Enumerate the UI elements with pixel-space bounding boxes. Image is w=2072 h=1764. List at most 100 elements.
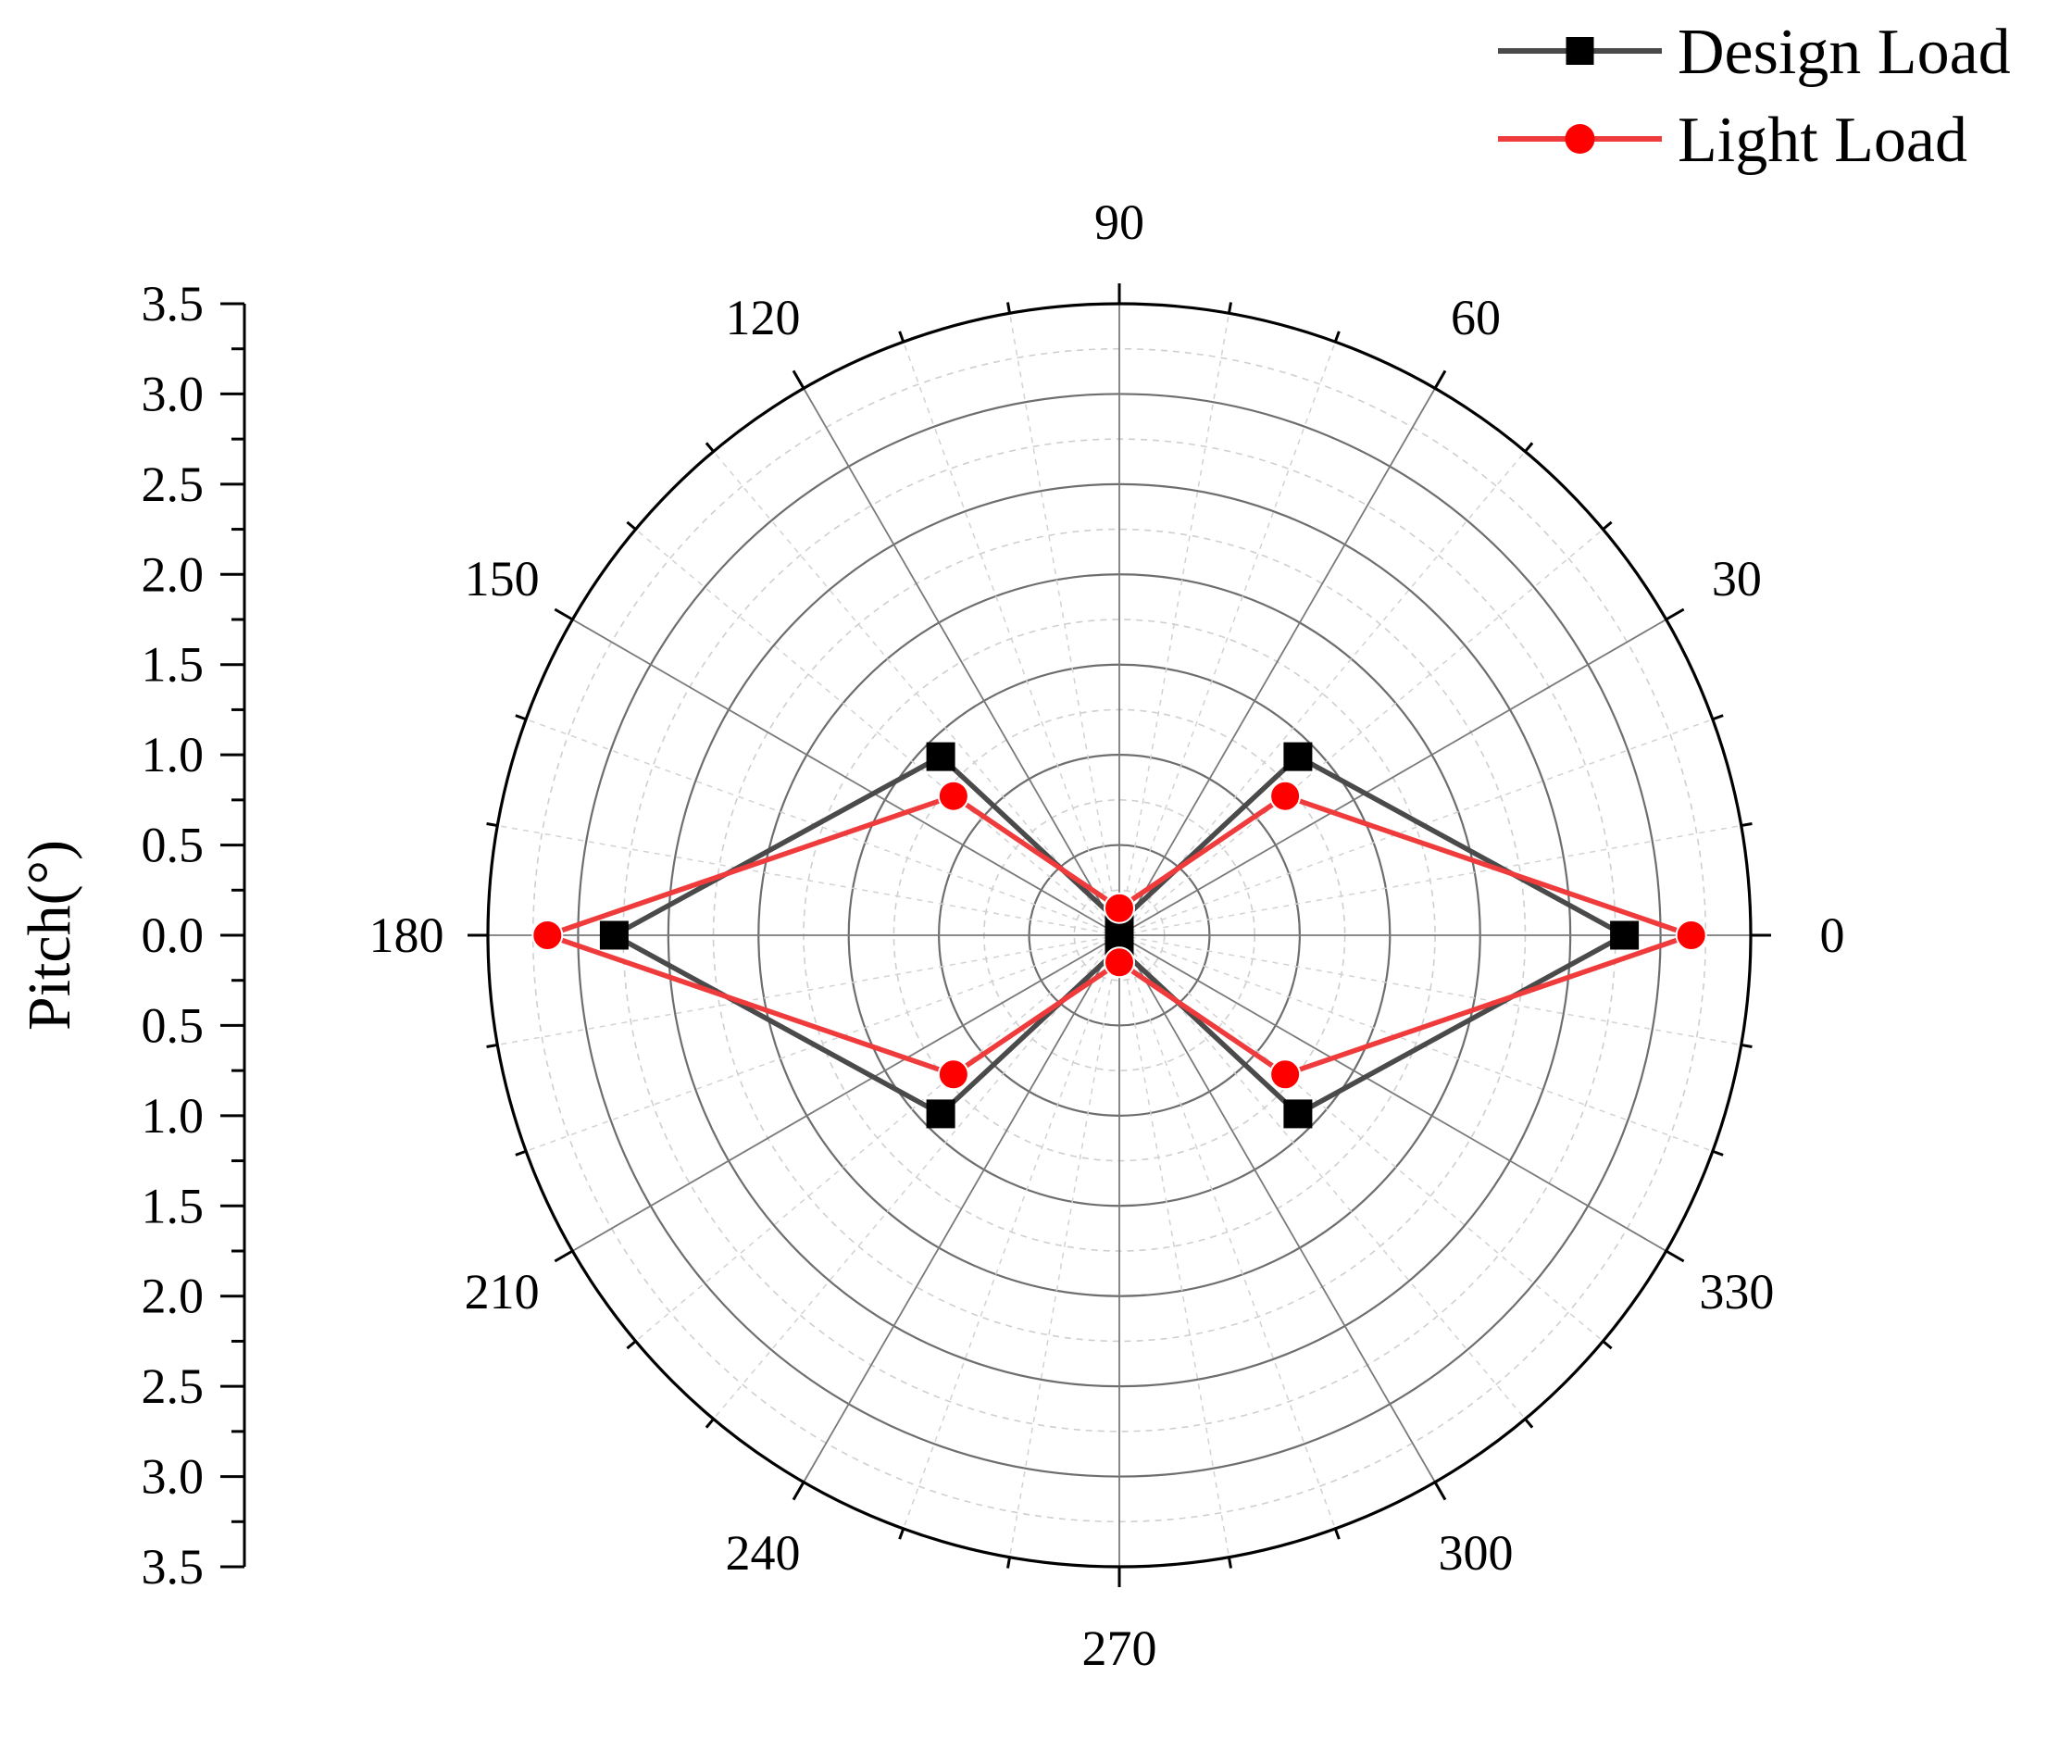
series-marker-circle <box>1104 892 1135 924</box>
angular-tick-label: 270 <box>1082 1620 1157 1676</box>
spoke-major <box>803 387 1120 936</box>
spoke-minor <box>1008 934 1120 1558</box>
angular-tick <box>1602 520 1613 531</box>
radial-tick-label: 2.5 <box>142 1358 205 1414</box>
spoke-major <box>1118 619 1667 936</box>
angular-tick <box>1433 1481 1447 1501</box>
series-marker-square <box>599 920 629 950</box>
radial-tick-label: 1.0 <box>142 1088 205 1144</box>
angular-tick <box>1602 1340 1613 1350</box>
angular-tick <box>486 822 498 828</box>
series-marker-circle <box>1675 920 1707 951</box>
spoke-minor <box>1118 451 1526 936</box>
spoke-minor <box>1118 934 1526 1420</box>
spoke-major <box>803 934 1120 1483</box>
angular-tick <box>1712 714 1724 721</box>
spoke-minor <box>1118 934 1714 1152</box>
spoke-minor <box>1008 313 1120 936</box>
radial-tick-label: 0.5 <box>142 997 205 1053</box>
angular-tick <box>1524 442 1534 453</box>
series-marker-circle <box>937 1058 969 1091</box>
legend-label: Design Load <box>1678 17 2011 88</box>
series-layer <box>531 742 1707 1129</box>
spoke-minor <box>1118 719 1714 936</box>
angular-tick <box>554 607 574 621</box>
spoke-minor <box>1118 934 1604 1342</box>
angular-tick-label: 180 <box>369 907 444 963</box>
spoke-minor <box>1118 934 1741 1046</box>
spoke-minor <box>1118 529 1604 936</box>
spoke-minor <box>903 934 1120 1530</box>
angular-tick <box>1006 1557 1012 1569</box>
angular-tick <box>1227 1557 1232 1569</box>
radial-tick-label: 1.5 <box>142 637 205 693</box>
spoke-minor <box>497 824 1120 936</box>
spoke-minor <box>635 529 1120 936</box>
series-marker-circle <box>937 780 969 812</box>
angular-tick <box>1006 302 1012 314</box>
spoke-minor <box>635 934 1120 1342</box>
angular-tick <box>1227 302 1232 314</box>
angular-tick <box>626 520 637 531</box>
angular-tick <box>1741 1043 1753 1048</box>
angular-tick <box>792 1481 805 1501</box>
radial-axis: 3.5 3.0 2.5 2.0 1.5 1.0 0.5 0.0 0.5 1.0 1.5 2.0 2.5 3… <box>142 276 246 1595</box>
angular-tick <box>705 442 715 453</box>
series-marker-square <box>926 1099 955 1129</box>
angular-tick-label: 60 <box>1451 290 1501 345</box>
spoke-minor <box>1118 824 1741 936</box>
radial-tick-label: 3.5 <box>142 1539 205 1595</box>
angular-tick <box>554 1249 574 1263</box>
angular-tick-label: 0 <box>1820 907 1845 963</box>
angular-tick <box>1333 1528 1341 1540</box>
spoke-minor <box>525 719 1120 936</box>
angular-tick <box>515 1149 527 1157</box>
angular-tick-label: 210 <box>465 1264 540 1320</box>
angular-tick <box>898 1528 905 1540</box>
angular-tick <box>1524 1418 1534 1429</box>
angular-tick <box>898 331 905 343</box>
angular-tick-label: 150 <box>465 551 540 607</box>
angular-tick <box>792 369 805 390</box>
radial-tick-label: 3.0 <box>142 1449 205 1505</box>
radial-tick-label: 0.5 <box>142 818 205 873</box>
angular-ticks <box>468 283 1771 1587</box>
angular-tick <box>1433 369 1447 390</box>
angular-tick <box>515 714 527 721</box>
radial-tick-label: 2.0 <box>142 546 205 602</box>
radial-tick-label: 3.5 <box>142 276 205 332</box>
legend: Design Load Light Load <box>1498 17 2011 176</box>
spoke-minor <box>1118 934 1230 1558</box>
angular-tick-label: 300 <box>1439 1525 1514 1581</box>
angular-tick <box>1665 1249 1685 1263</box>
spoke-minor <box>903 341 1120 936</box>
angular-tick-label: 240 <box>726 1525 801 1581</box>
series-marker-circle <box>531 920 564 951</box>
spoke-minor <box>713 934 1120 1420</box>
radial-axis-label: Pitch(°) <box>16 840 83 1031</box>
spoke-major <box>571 619 1120 936</box>
series-marker-circle <box>1269 1058 1302 1091</box>
angular-tick <box>1333 331 1341 343</box>
angular-tick <box>626 1340 637 1350</box>
legend-marker-square <box>1566 37 1594 65</box>
spoke-minor <box>525 934 1120 1152</box>
radial-tick-label: 1.5 <box>142 1178 205 1233</box>
spoke-minor <box>1118 341 1336 936</box>
series-marker-square <box>1283 1099 1313 1129</box>
angular-tick-labels: 0 30 60 90 120 150 180 210 240 270 300 330 <box>369 194 1845 1676</box>
angular-tick <box>1741 822 1753 828</box>
spoke-major <box>1118 387 1436 936</box>
angular-tick-label: 90 <box>1094 194 1144 250</box>
series-marker-square <box>1283 742 1313 771</box>
series-marker-circle <box>1104 946 1135 979</box>
spoke-minor <box>1118 934 1336 1530</box>
radial-tick-label: 1.0 <box>142 727 205 782</box>
series-marker-square <box>926 742 955 771</box>
series-marker-square <box>1610 920 1640 950</box>
angular-tick <box>1712 1149 1724 1157</box>
radial-tick-label: 2.5 <box>142 457 205 512</box>
spoke-major <box>571 934 1120 1252</box>
spoke-minor <box>713 451 1120 936</box>
